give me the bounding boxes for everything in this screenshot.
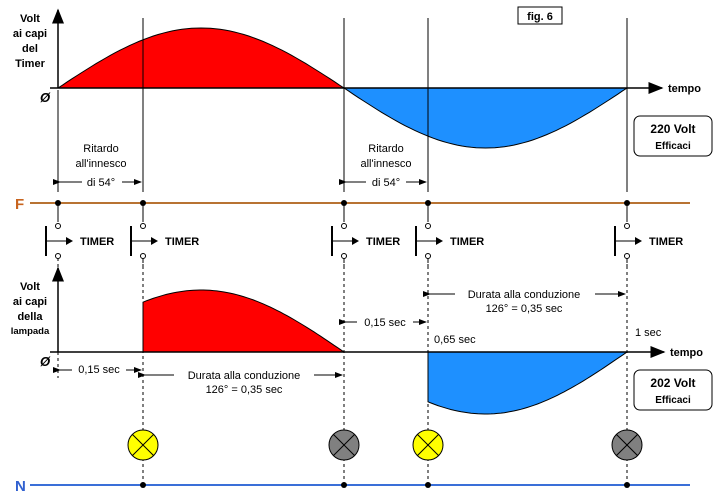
figure-label-box	[517, 6, 563, 25]
timer-label-1: TIMER	[80, 236, 114, 248]
top-axis-label-1: Volt	[20, 13, 40, 25]
bottom-negative-conduction	[427, 351, 629, 415]
timer-switch-2: TIMER	[130, 200, 199, 268]
delay-1-line-1: Ritardo	[83, 143, 118, 155]
time-mark-3: 0,65 sec	[434, 334, 476, 346]
conduction-2-line-2: 126° = 0,35 sec	[486, 303, 563, 315]
timer-label-3: TIMER	[366, 236, 400, 248]
timer-label-2: TIMER	[165, 236, 199, 248]
top-negative-half-wave	[342, 87, 629, 149]
timer-label-4: TIMER	[450, 236, 484, 248]
top-rms-sub: Efficaci	[655, 141, 691, 152]
conduction-1-line-2: 126° = 0,35 sec	[206, 384, 283, 396]
top-time-label: tempo	[668, 83, 701, 95]
top-positive-half-wave	[56, 27, 346, 89]
bottom-rms-box	[633, 369, 713, 411]
bottom-rms-value: 202 Volt	[650, 376, 695, 390]
bottom-axis-label-3: della	[17, 311, 43, 323]
top-axis-label-4: Timer	[15, 58, 45, 70]
bottom-positive-conduction	[142, 289, 346, 353]
lamp-1-on	[127, 429, 159, 488]
timer-switch-1: TIMER	[45, 200, 114, 268]
top-origin-label: Ø	[40, 90, 51, 105]
neutral-label: N	[15, 478, 26, 495]
bottom-rms-sub: Efficaci	[655, 395, 691, 406]
top-rms-box	[633, 115, 713, 157]
delay-2-line-3: di 54°	[372, 177, 400, 189]
bottom-axis-label-4: lampada	[11, 326, 50, 337]
timer-switch-4: TIMER	[415, 200, 484, 268]
timer-label-5: TIMER	[649, 236, 683, 248]
top-axis-label-3: del	[22, 43, 38, 55]
top-axis-label-2: ai capi	[13, 28, 47, 40]
lamp-3-on	[412, 429, 444, 488]
delay-1-line-3: di 54°	[87, 177, 115, 189]
time-mark-4: 1 sec	[635, 327, 662, 339]
timer-switch-3: TIMER	[331, 200, 400, 268]
delay-2-line-1: Ritardo	[368, 143, 403, 155]
timer-switches: TIMER TIMER TIMER TIMER TIMER	[45, 200, 683, 268]
delay-2-line-2: all'innesco	[360, 158, 411, 170]
conduction-2-line-1: Durata alla conduzione	[468, 289, 581, 301]
lamps	[127, 429, 643, 488]
time-mark-2: 0,15 sec	[364, 317, 406, 329]
conduction-1-line-1: Durata alla conduzione	[188, 370, 301, 382]
bottom-axis-label-2: ai capi	[13, 296, 47, 308]
delay-1-line-2: all'innesco	[75, 158, 126, 170]
bottom-origin-label: Ø	[40, 354, 51, 369]
lamp-4-off	[611, 429, 643, 488]
timer-switch-5: TIMER	[614, 200, 683, 268]
time-mark-1: 0,15 sec	[78, 364, 120, 376]
bottom-axis-label-1: Volt	[20, 281, 40, 293]
bottom-time-label: tempo	[670, 347, 703, 359]
lamp-2-off	[328, 429, 360, 488]
figure-label: fig. 6	[527, 11, 553, 23]
phase-label: F	[15, 196, 24, 213]
top-rms-value: 220 Volt	[650, 122, 695, 136]
